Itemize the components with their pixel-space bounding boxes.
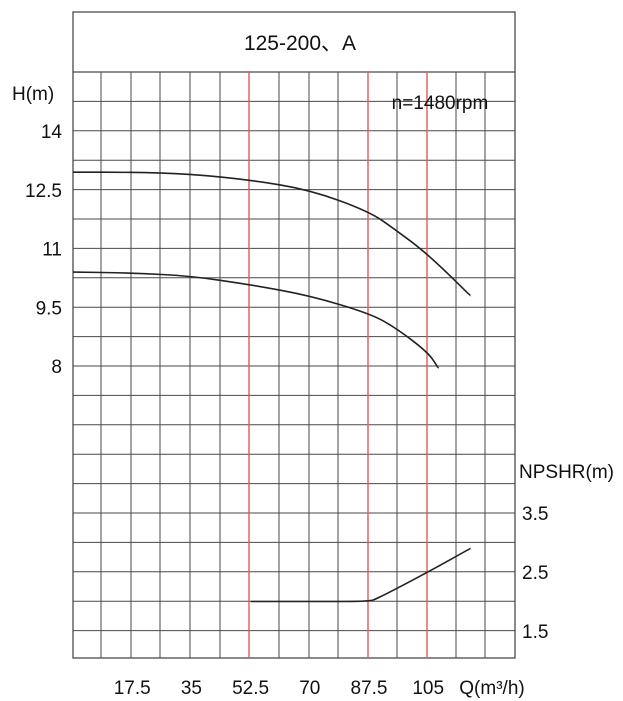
flow-axis-label: Q(m³/h)	[459, 678, 524, 699]
npshr-tick-label: 2.5	[522, 563, 548, 584]
curves	[72, 171, 472, 603]
npshr-tick-label: 1.5	[522, 622, 548, 643]
x-tick-label: 105	[412, 678, 444, 699]
head-curve-upper	[73, 171, 472, 297]
head-tick-label: 9.5	[36, 298, 62, 319]
x-tick-label: 52.5	[232, 678, 269, 699]
npshr-tick-label: 3.5	[522, 504, 548, 525]
head-tick-label: 11	[42, 240, 62, 261]
head-axis-label: H(m)	[12, 84, 54, 105]
head-tick-label: 14	[41, 122, 63, 143]
tick-labels: 17.5 35 52.5 70 87.5 105 14 12.5 11 9.5 8 3.5 2.5 1.5	[25, 122, 548, 699]
head-tick-label: 12.5	[25, 181, 62, 202]
chart-title: 125-200、A	[244, 32, 356, 55]
x-tick-label: 87.5	[351, 678, 388, 699]
x-tick-label: 70	[299, 678, 320, 699]
plot-frame	[72, 11, 516, 659]
npshr-axis-label: NPSHR(m)	[519, 462, 614, 483]
head-curve-lower	[72, 271, 440, 369]
x-tick-label: 17.5	[114, 678, 151, 699]
grid	[72, 11, 516, 659]
npshr-curve	[250, 547, 471, 603]
speed-annotation: n=1480rpm	[392, 93, 489, 114]
head-tick-label: 8	[51, 357, 62, 378]
x-tick-label: 35	[181, 678, 202, 699]
